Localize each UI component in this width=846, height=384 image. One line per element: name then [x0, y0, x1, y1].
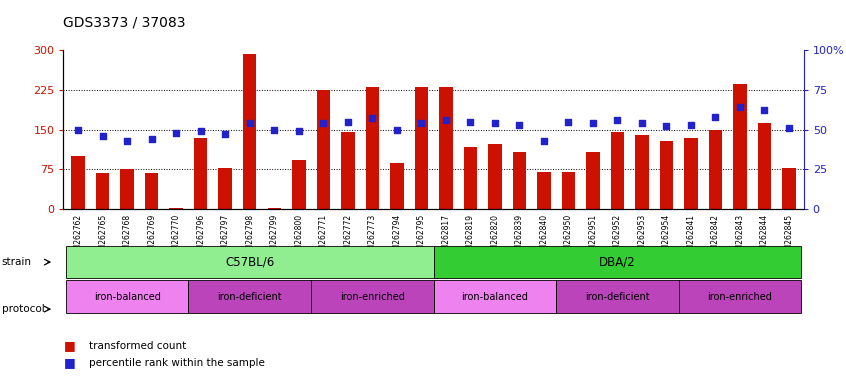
Point — [513, 122, 526, 128]
Bar — [733, 84, 747, 209]
Text: iron-enriched: iron-enriched — [340, 291, 404, 302]
Text: ■: ■ — [63, 356, 75, 369]
Point — [758, 108, 772, 114]
Bar — [660, 141, 673, 209]
Text: iron-deficient: iron-deficient — [217, 291, 282, 302]
Bar — [390, 163, 404, 209]
Point — [390, 127, 404, 133]
Bar — [194, 137, 207, 209]
Point — [71, 127, 85, 133]
Text: iron-balanced: iron-balanced — [461, 291, 528, 302]
Point — [96, 133, 109, 139]
Bar — [464, 147, 477, 209]
Bar — [537, 172, 551, 209]
Text: transformed count: transformed count — [89, 341, 186, 351]
Bar — [267, 208, 281, 209]
Text: iron-balanced: iron-balanced — [94, 291, 161, 302]
Point — [218, 131, 232, 137]
Bar — [758, 123, 772, 209]
Bar — [71, 156, 85, 209]
Point — [316, 120, 330, 126]
Bar — [635, 135, 649, 209]
Text: C57BL/6: C57BL/6 — [225, 256, 274, 268]
Bar — [145, 173, 158, 209]
Text: protocol: protocol — [2, 304, 45, 314]
Point — [439, 117, 453, 123]
Text: DBA/2: DBA/2 — [599, 256, 636, 268]
Bar — [218, 168, 232, 209]
Text: GDS3373 / 37083: GDS3373 / 37083 — [63, 15, 186, 29]
Bar — [120, 169, 134, 209]
Bar — [96, 173, 109, 209]
Bar — [365, 87, 379, 209]
Point — [586, 120, 600, 126]
Point — [562, 119, 575, 125]
Bar — [513, 152, 526, 209]
Bar — [488, 144, 502, 209]
Bar — [169, 208, 183, 209]
Bar — [292, 161, 305, 209]
Bar — [586, 152, 600, 209]
Bar — [562, 172, 575, 209]
Bar — [439, 87, 453, 209]
Point — [635, 120, 649, 126]
Point — [709, 114, 722, 120]
Point — [733, 104, 747, 110]
Point — [120, 138, 134, 144]
Point — [660, 123, 673, 129]
Point — [537, 138, 551, 144]
Bar — [783, 168, 796, 209]
Text: iron-enriched: iron-enriched — [707, 291, 772, 302]
Point — [365, 115, 379, 121]
Bar — [684, 137, 698, 209]
Point — [267, 127, 281, 133]
Text: strain: strain — [2, 257, 31, 267]
Text: percentile rank within the sample: percentile rank within the sample — [89, 358, 265, 368]
Point — [783, 125, 796, 131]
Point — [684, 122, 698, 128]
Point — [194, 128, 207, 134]
Point — [243, 120, 256, 126]
Point — [611, 117, 624, 123]
Point — [145, 136, 158, 142]
Bar — [611, 132, 624, 209]
Bar — [316, 90, 330, 209]
Text: ■: ■ — [63, 339, 75, 352]
Point — [415, 120, 428, 126]
Point — [488, 120, 502, 126]
Point — [341, 119, 354, 125]
Bar — [709, 130, 722, 209]
Point — [292, 128, 305, 134]
Point — [464, 119, 477, 125]
Bar — [243, 54, 256, 209]
Text: iron-deficient: iron-deficient — [585, 291, 650, 302]
Bar — [415, 87, 428, 209]
Bar — [341, 132, 354, 209]
Point — [169, 130, 183, 136]
